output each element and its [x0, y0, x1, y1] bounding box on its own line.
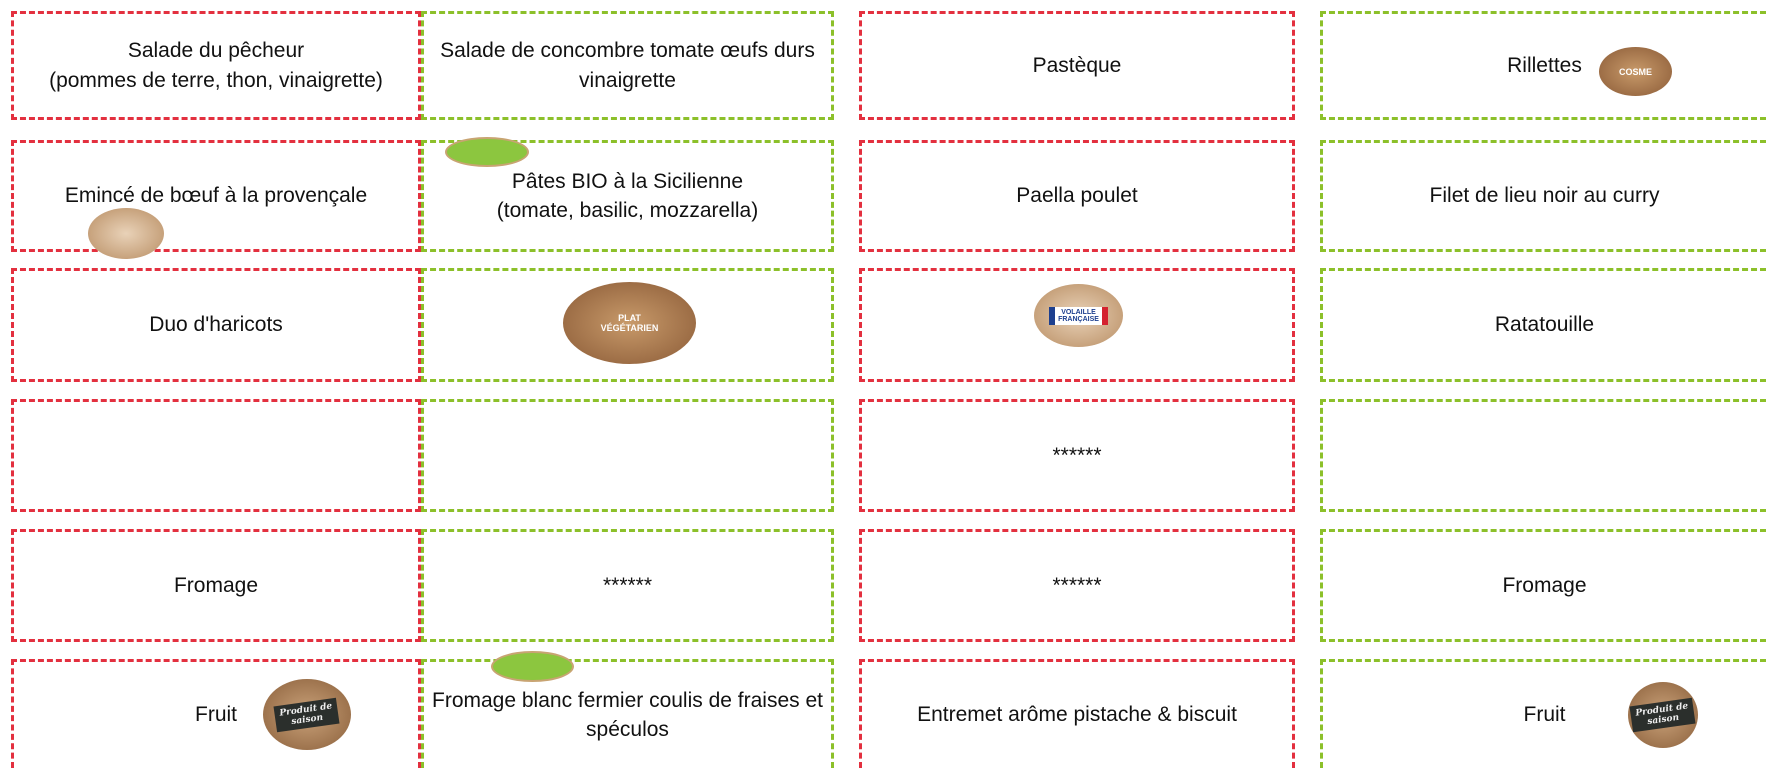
badge: VOLAILLE FRANÇAISE	[1034, 284, 1123, 347]
menu-cell	[859, 268, 1295, 382]
badge-label: Produit de saison	[273, 697, 341, 732]
badge: PLAT VÉGÉTARIEN	[563, 282, 696, 364]
menu-cell: Paella poulet	[859, 140, 1295, 252]
menu-cell: Pâtes BIO à la Sicilienne (tomate, basil…	[421, 140, 834, 252]
menu-cell: Fromage blanc fermier coulis de fraises …	[421, 659, 834, 768]
menu-cell	[421, 399, 834, 512]
menu-cell: Duo d'haricots	[11, 268, 421, 382]
badge-label: COSME	[1618, 66, 1652, 77]
badge-label: Produit de saison	[1629, 697, 1697, 733]
badge-label: PLAT VÉGÉTARIEN	[600, 313, 659, 333]
badge: Produit de saison	[1628, 682, 1698, 748]
menu-cell: Rillettes	[1320, 11, 1766, 120]
menu-cell: Ratatouille	[1320, 268, 1766, 382]
badge: Produit de saison	[263, 679, 351, 750]
menu-cell: Salade du pêcheur (pommes de terre, thon…	[11, 11, 421, 120]
menu-cell: Pastèque	[859, 11, 1295, 120]
menu-cell: Fruit	[11, 659, 421, 768]
menu-cell: ******	[421, 529, 834, 642]
badge	[445, 137, 529, 167]
menu-cell: Fromage	[11, 529, 421, 642]
badge: COSME	[1599, 47, 1672, 96]
menu-cell: Filet de lieu noir au curry	[1320, 140, 1766, 252]
badge-label: VOLAILLE FRANÇAISE	[1049, 306, 1108, 325]
badge	[491, 651, 574, 682]
badge	[88, 208, 164, 259]
menu-cell	[11, 399, 421, 512]
menu-cell: ******	[859, 399, 1295, 512]
menu-cell	[421, 268, 834, 382]
menu-cell: ******	[859, 529, 1295, 642]
menu-cell: Salade de concombre tomate œufs durs vin…	[421, 11, 834, 120]
menu-cell: Entremet arôme pistache & biscuit	[859, 659, 1295, 768]
menu-cell: Fruit	[1320, 659, 1766, 768]
menu-cell: Emincé de bœuf à la provençale	[11, 140, 421, 252]
menu-cell	[1320, 399, 1766, 512]
menu-cell: Fromage	[1320, 529, 1766, 642]
